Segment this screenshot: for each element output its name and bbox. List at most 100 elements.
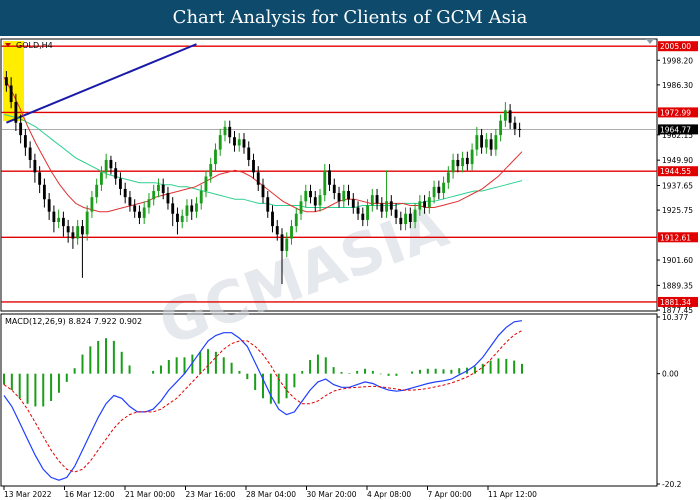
candle-body xyxy=(470,149,474,165)
level-price-tag xyxy=(658,232,698,243)
current-price-tag xyxy=(658,124,698,135)
candle-body xyxy=(38,172,42,185)
macd-line xyxy=(3,320,523,481)
macd-series xyxy=(3,320,523,481)
sma-slow-line xyxy=(3,114,523,208)
macd-tick-label: 10.377 xyxy=(662,313,688,322)
candle-body xyxy=(294,213,298,227)
candle-body xyxy=(285,238,289,251)
candle-body xyxy=(508,110,512,123)
candle-body xyxy=(19,122,23,136)
time-tick-label: 30 Mar 20:00 xyxy=(307,490,357,499)
candle-body xyxy=(256,172,260,185)
candle-body xyxy=(237,139,241,146)
time-tick-label: 11 Apr 12:00 xyxy=(488,490,537,499)
time-tick-label: 7 Apr 00:00 xyxy=(428,490,472,499)
candle-body xyxy=(484,139,488,148)
candle-body xyxy=(299,201,303,214)
candle-body xyxy=(42,184,46,200)
current-price-label: 1964.77 xyxy=(660,125,691,134)
candle-body xyxy=(413,209,417,222)
level-price-tag xyxy=(658,166,698,177)
candle-body xyxy=(266,197,270,212)
macd-signal-line xyxy=(3,330,523,473)
candle-body xyxy=(128,197,132,206)
highlight-box xyxy=(3,41,24,121)
candle-body xyxy=(304,190,308,202)
symbol-label: GOLD,H4 xyxy=(16,41,53,50)
candle-body xyxy=(342,190,346,202)
candle-body xyxy=(47,199,51,212)
candle-body xyxy=(66,226,70,233)
level-price-tag xyxy=(658,296,698,307)
candle-body xyxy=(99,172,103,185)
price-tick-label: 1925.75 xyxy=(662,206,693,215)
candle-body xyxy=(465,157,469,165)
candle-body xyxy=(109,159,113,169)
candle-body xyxy=(385,201,388,212)
candle-body xyxy=(95,184,99,198)
candle-body xyxy=(375,195,379,204)
candle-body xyxy=(123,188,127,198)
candle-body xyxy=(313,197,317,206)
candle-body xyxy=(323,170,327,196)
candle-body xyxy=(475,135,479,150)
candle-body xyxy=(114,168,118,179)
candle-body xyxy=(80,226,84,235)
candle-body xyxy=(104,159,108,173)
candle-body xyxy=(147,199,151,208)
candle-body xyxy=(404,213,407,225)
candle-body xyxy=(161,184,165,194)
candle-body xyxy=(513,122,517,129)
time-tick-label: 21 Mar 00:00 xyxy=(125,490,175,499)
price-tick-label: 1998.20 xyxy=(662,56,693,65)
price-tick-label: 1949.90 xyxy=(662,156,693,165)
level-price-tag xyxy=(658,107,698,118)
candle-body xyxy=(489,139,493,150)
candle-body xyxy=(356,207,360,214)
candle-body xyxy=(366,205,369,220)
candle-body xyxy=(347,190,350,200)
level-price-label: 1944.55 xyxy=(660,167,691,176)
candle-body xyxy=(214,149,217,165)
chart-canvas: GCMASIA 2005.001972.991944.551912.611881… xyxy=(0,36,700,500)
candle-body xyxy=(318,195,322,206)
candle-body xyxy=(57,217,61,222)
candle-body xyxy=(427,197,431,208)
candle-body xyxy=(14,102,18,123)
level-price-label: 1912.61 xyxy=(660,233,691,242)
candle-body xyxy=(280,234,284,251)
candle-body xyxy=(337,193,341,202)
support-resistance-levels xyxy=(1,43,657,303)
candle-body xyxy=(351,199,355,208)
candle-body xyxy=(185,205,189,216)
candle-body xyxy=(61,217,65,227)
scroll-marker-icon xyxy=(646,39,654,44)
price-tick-label: 1937.65 xyxy=(662,181,693,190)
price-axis: 2005.00 1972.99 1944.55 1912.61 1881.34 1998.… xyxy=(657,41,698,315)
candle-body xyxy=(209,164,213,177)
candle-body xyxy=(9,85,13,103)
candle-body xyxy=(180,215,184,222)
price-tick-label: 1877.45 xyxy=(662,306,693,315)
candle-body xyxy=(76,226,80,239)
candle-body xyxy=(423,201,427,208)
level-price-label: 1881.34 xyxy=(660,298,691,307)
candle-body xyxy=(247,147,251,160)
time-axis: 13 Mar 2022 16 Mar 12:00 21 Mar 00:00 23 Ma… xyxy=(3,486,537,499)
candle-body xyxy=(233,137,236,146)
time-tick-label: 23 Mar 16:00 xyxy=(186,490,236,499)
macd-axis: 10.377 0.00 -20.2 xyxy=(657,313,688,489)
candle-body xyxy=(142,207,146,218)
price-tick-label: 1901.60 xyxy=(662,256,693,265)
candle-body xyxy=(328,170,331,185)
candle-body xyxy=(399,217,403,225)
candle-body xyxy=(85,211,89,235)
macd-tick-label: 0.00 xyxy=(662,370,679,379)
candle-body xyxy=(518,128,522,130)
candle-body xyxy=(408,213,412,222)
candle-body xyxy=(28,147,32,160)
candle-body xyxy=(494,135,498,150)
price-tick-label: 1889.35 xyxy=(662,281,693,290)
candle-body xyxy=(190,205,194,212)
